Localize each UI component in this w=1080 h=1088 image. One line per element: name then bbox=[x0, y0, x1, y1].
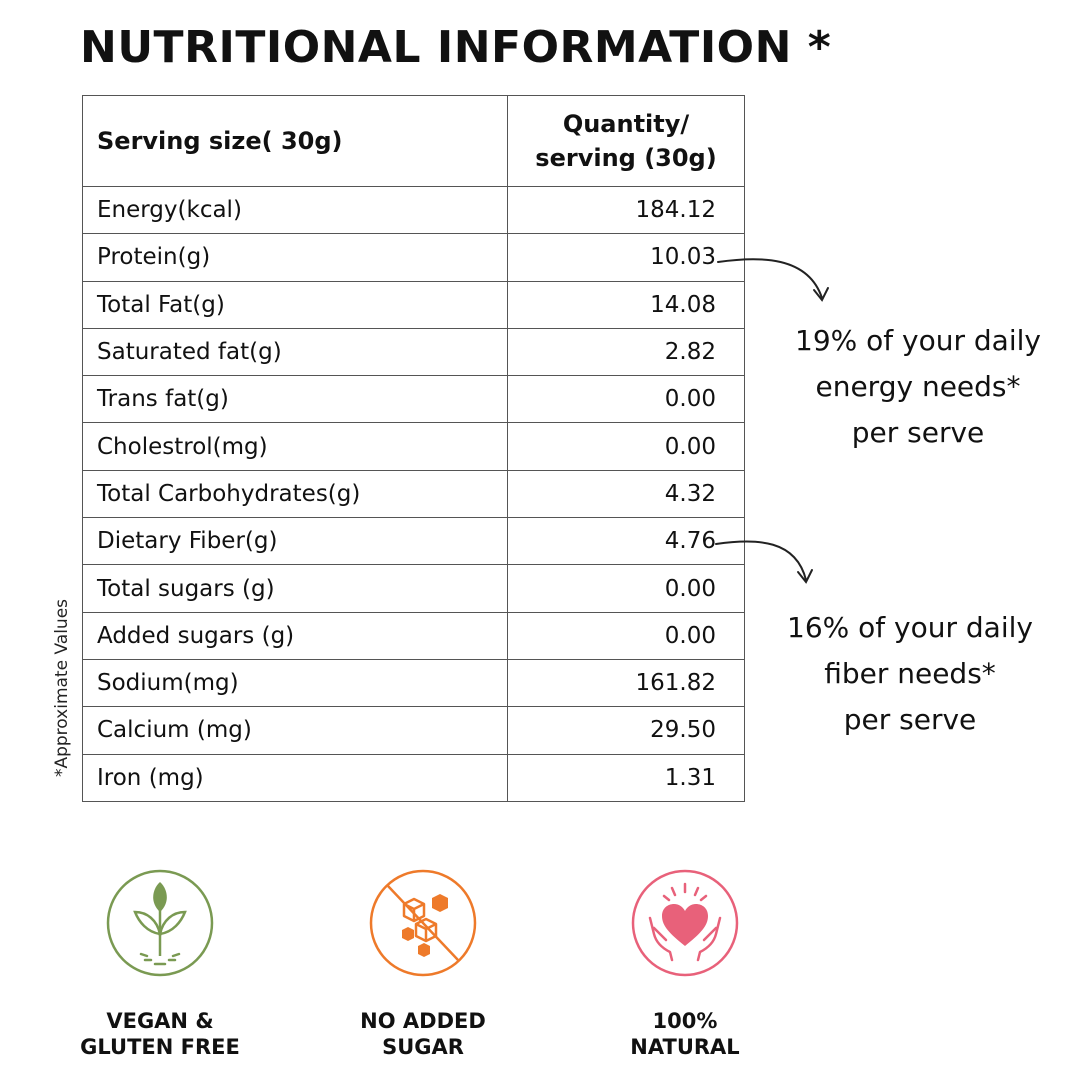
table-row: Protein(g) 10.03 bbox=[82, 233, 745, 282]
vegan-gluten-free-badge: VEGAN & GLUTEN FREE bbox=[40, 868, 280, 1088]
vegan-badge-line1: VEGAN & bbox=[106, 1009, 214, 1033]
nutrient-name: Protein(g) bbox=[82, 233, 508, 282]
nutrient-value: 184.12 bbox=[507, 185, 745, 235]
nutrient-name: Total Carbohydrates(g) bbox=[82, 469, 508, 519]
table-row: Total Carbohydrates(g) 4.32 bbox=[82, 469, 745, 519]
nutrient-value: 161.82 bbox=[507, 658, 745, 708]
nutrient-name: Trans fat(g) bbox=[82, 375, 508, 424]
nutrient-name: Added sugars (g) bbox=[82, 611, 508, 660]
energy-callout-line3: per serve bbox=[851, 416, 985, 449]
nutrient-value: 0.00 bbox=[507, 422, 745, 471]
fiber-callout-line2: fiber needs* bbox=[824, 657, 996, 690]
natural-badge-line1: 100% bbox=[652, 1009, 718, 1033]
table-row: Dietary Fiber(g) 4.76 bbox=[82, 517, 745, 566]
nutrient-value: 14.08 bbox=[507, 280, 745, 329]
nutrition-table: Serving size( 30g) Quantity/ serving (30… bbox=[82, 95, 745, 803]
no-sugar-cubes-icon bbox=[369, 869, 477, 977]
table-row: Cholestrol(mg) 0.00 bbox=[82, 422, 745, 471]
nutrient-name: Energy(kcal) bbox=[82, 185, 508, 235]
serving-size-header: Serving size( 30g) bbox=[82, 95, 508, 187]
nutrient-value: 2.82 bbox=[507, 327, 745, 377]
table-row: Total sugars (g) 0.00 bbox=[82, 564, 745, 613]
energy-callout: 19% of your daily energy needs* per serv… bbox=[768, 318, 1068, 456]
nutrient-name: Calcium (mg) bbox=[82, 706, 508, 755]
plant-sprout-icon bbox=[106, 869, 214, 977]
fiber-callout-line1: 16% of your daily bbox=[787, 611, 1033, 644]
sugar-badge-line1: NO ADDED bbox=[360, 1009, 486, 1033]
table-row: Total Fat(g) 14.08 bbox=[82, 280, 745, 329]
quantity-header: Quantity/ serving (30g) bbox=[507, 95, 745, 187]
nutrient-name: Total sugars (g) bbox=[82, 564, 508, 613]
nutrient-value: 4.32 bbox=[507, 469, 745, 519]
natural-badge: 100% NATURAL bbox=[565, 868, 805, 1088]
table-header-row: Serving size( 30g) Quantity/ serving (30… bbox=[82, 95, 745, 187]
nutrient-value: 10.03 bbox=[507, 233, 745, 282]
nutrient-value: 0.00 bbox=[507, 564, 745, 613]
nutrient-name: Dietary Fiber(g) bbox=[82, 517, 508, 566]
nutrient-name: Cholestrol(mg) bbox=[82, 422, 508, 471]
energy-callout-line2: energy needs* bbox=[815, 370, 1021, 403]
table-row: Calcium (mg) 29.50 bbox=[82, 706, 745, 755]
table-row: Sodium(mg) 161.82 bbox=[82, 658, 745, 708]
table-row: Energy(kcal) 184.12 bbox=[82, 185, 745, 235]
no-added-sugar-badge: NO ADDED SUGAR bbox=[303, 868, 543, 1088]
quantity-header-line1: Quantity/ bbox=[562, 110, 690, 138]
fiber-arrow-head bbox=[797, 569, 813, 584]
sugar-badge-line2: SUGAR bbox=[382, 1035, 464, 1059]
nutrient-name: Saturated fat(g) bbox=[82, 327, 508, 377]
nutrient-value: 4.76 bbox=[507, 517, 745, 566]
table-row: Added sugars (g) 0.00 bbox=[82, 611, 745, 660]
nutrient-value: 29.50 bbox=[507, 706, 745, 755]
vegan-badge-label: VEGAN & GLUTEN FREE bbox=[40, 1008, 280, 1060]
fiber-callout-line3: per serve bbox=[843, 703, 977, 736]
energy-arrow-head bbox=[813, 287, 829, 302]
hands-heart-icon bbox=[631, 869, 739, 977]
table-row: Iron (mg) 1.31 bbox=[82, 753, 745, 803]
natural-badge-line2: NATURAL bbox=[630, 1035, 740, 1059]
nutrient-name: Sodium(mg) bbox=[82, 658, 508, 708]
approximate-values-note: *Approximate Values bbox=[52, 598, 72, 778]
nutrient-value: 0.00 bbox=[507, 375, 745, 424]
table-row: Saturated fat(g) 2.82 bbox=[82, 327, 745, 377]
sugar-badge-label: NO ADDED SUGAR bbox=[303, 1008, 543, 1060]
nutrient-name: Total Fat(g) bbox=[82, 280, 508, 329]
fiber-callout: 16% of your daily fiber needs* per serve bbox=[760, 605, 1060, 743]
quantity-header-line2: serving (30g) bbox=[535, 144, 717, 172]
nutrient-value: 0.00 bbox=[507, 611, 745, 660]
energy-callout-line1: 19% of your daily bbox=[795, 324, 1041, 357]
table-row: Trans fat(g) 0.00 bbox=[82, 375, 745, 424]
natural-badge-label: 100% NATURAL bbox=[565, 1008, 805, 1060]
nutrient-value: 1.31 bbox=[507, 753, 745, 803]
page-title: NUTRITIONAL INFORMATION * bbox=[80, 22, 832, 73]
vegan-badge-line2: GLUTEN FREE bbox=[80, 1035, 240, 1059]
nutrient-name: Iron (mg) bbox=[82, 753, 508, 803]
